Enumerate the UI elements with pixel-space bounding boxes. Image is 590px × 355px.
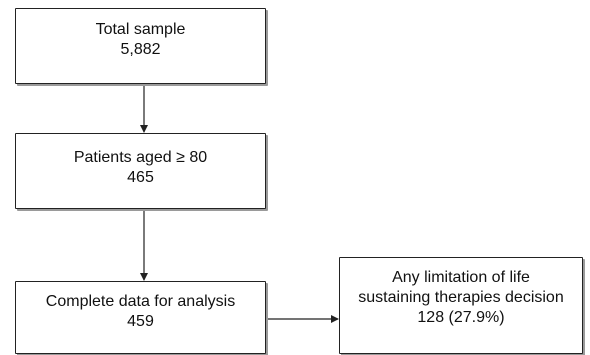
complete-data-box: Complete data for analysis 459 (15, 281, 266, 354)
complete-data-count: 459 (127, 313, 154, 330)
limitation-label-line1: Any limitation of life (392, 269, 530, 286)
limitation-decision-box: Any limitation of life sustaining therap… (339, 257, 583, 354)
total-sample-count: 5,882 (120, 41, 161, 58)
complete-data-label: Complete data for analysis (45, 293, 236, 310)
total-sample-label: Total sample (95, 21, 186, 38)
limitation-label-line2: sustaining therapies decision (358, 289, 564, 306)
patients-aged-label: Patients aged ≥ 80 (73, 149, 208, 166)
total-sample-box: Total sample 5,882 (15, 8, 266, 84)
patients-aged-box: Patients aged ≥ 80 465 (15, 133, 266, 209)
limitation-count: 128 (27.9%) (417, 309, 505, 326)
patients-aged-count: 465 (127, 169, 154, 186)
